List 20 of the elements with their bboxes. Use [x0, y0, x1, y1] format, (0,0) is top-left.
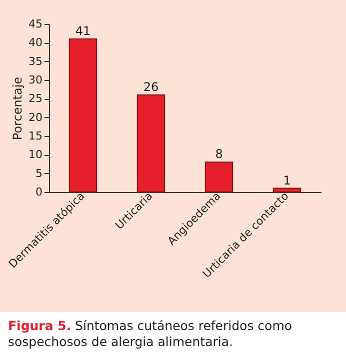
y-tick-label: 20: [28, 110, 42, 124]
data-label: 8: [215, 147, 223, 162]
data-label: 26: [143, 80, 159, 94]
bar: [68, 38, 98, 192]
y-tick-label: 45: [28, 18, 42, 30]
y-tick-label: 25: [28, 92, 42, 106]
y-axis-title: Porcentaje: [10, 76, 25, 140]
bar: [136, 94, 166, 192]
y-tick-label: 40: [28, 36, 42, 50]
y-tick-label: 15: [28, 130, 42, 142]
bar: [272, 188, 302, 192]
y-tick-label: 35: [28, 54, 42, 68]
data-label: 41: [75, 24, 91, 38]
text: Figura 5. Síntomas cutáneos referidos como sospechosos de alergia alimentaria.: [8, 318, 294, 350]
y-tick-label: 0: [36, 186, 42, 198]
y-tick-label: 30: [28, 74, 42, 86]
y-tick-label: 5: [36, 166, 42, 180]
y-tick-label: 10: [28, 148, 42, 162]
data-label: 1: [283, 173, 291, 188]
bar: [204, 162, 234, 192]
